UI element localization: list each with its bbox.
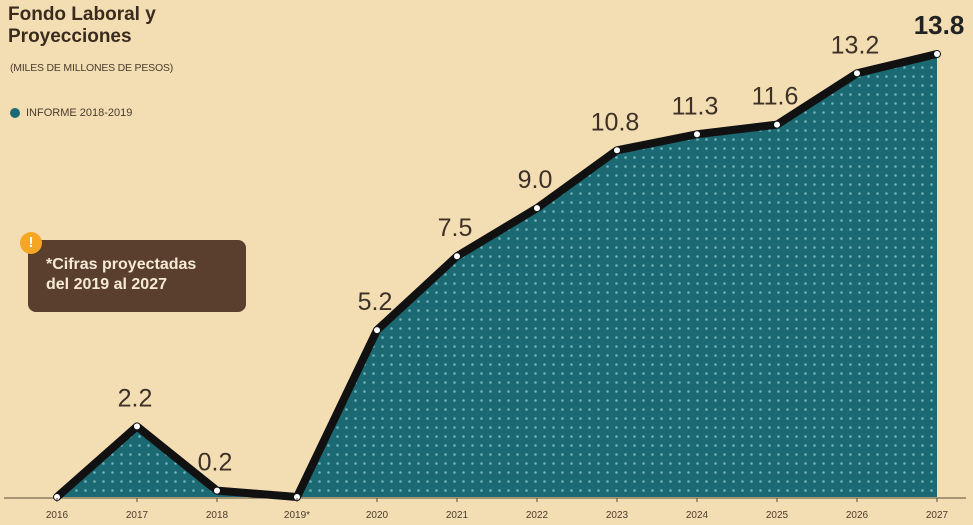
chart-subtitle: (MILES DE MILLONES DE PESOS) [10,62,174,74]
note-line-1: *Cifras proyectadas [46,256,197,273]
x-tick-label: 2023 [606,510,629,521]
series-line [53,50,941,501]
x-tick-label: 2025 [766,510,789,521]
title-line-2: Proyecciones [8,26,132,47]
data-point [854,70,860,77]
data-point [54,494,60,500]
x-tick-label: 2019* [284,510,310,521]
data-label: 11.3 [672,92,719,120]
data-point [374,327,380,334]
data-point [774,121,780,128]
data-point [694,131,700,138]
legend-label: INFORME 2018-2019 [26,107,133,119]
data-point [534,205,540,212]
data-label: 5.2 [358,288,393,316]
exclamation-icon: ! [20,232,42,254]
x-tick-label: 2020 [366,510,389,521]
data-point [294,494,300,500]
x-tick-label: 2021 [446,510,469,521]
data-label: 2.2 [118,384,153,412]
x-tick-label: 2016 [46,510,69,521]
x-tick-label: 2026 [846,510,869,521]
x-tick-label: 2027 [926,510,949,521]
x-tick-label: 2017 [126,510,149,521]
legend: INFORME 2018-2019 [10,107,132,119]
area-dot-texture [57,54,937,497]
data-label: 9.0 [518,166,553,194]
x-tick-label: 2024 [686,510,709,521]
data-label: 7.5 [438,214,473,242]
data-label: 10.8 [591,108,640,136]
x-tick-label: 2018 [206,510,229,521]
legend-swatch [10,108,20,118]
x-tick-label: 2022 [526,510,549,521]
data-point [454,253,460,260]
note-line-2: del 2019 al 2027 [46,276,167,293]
data-label: 13.8 [914,10,965,40]
data-point [134,423,140,430]
projection-note: ! *Cifras proyectadas del 2019 al 2027 [20,232,246,312]
chart-title: Fondo Laboral y Proyecciones [8,4,228,48]
data-label: 13.2 [831,31,880,59]
data-point [934,51,940,57]
data-point [614,147,620,154]
data-label: 0.2 [198,449,233,477]
title-line-1: Fondo Laboral y [8,4,156,25]
data-point [214,487,220,494]
data-label: 11.6 [752,83,799,111]
